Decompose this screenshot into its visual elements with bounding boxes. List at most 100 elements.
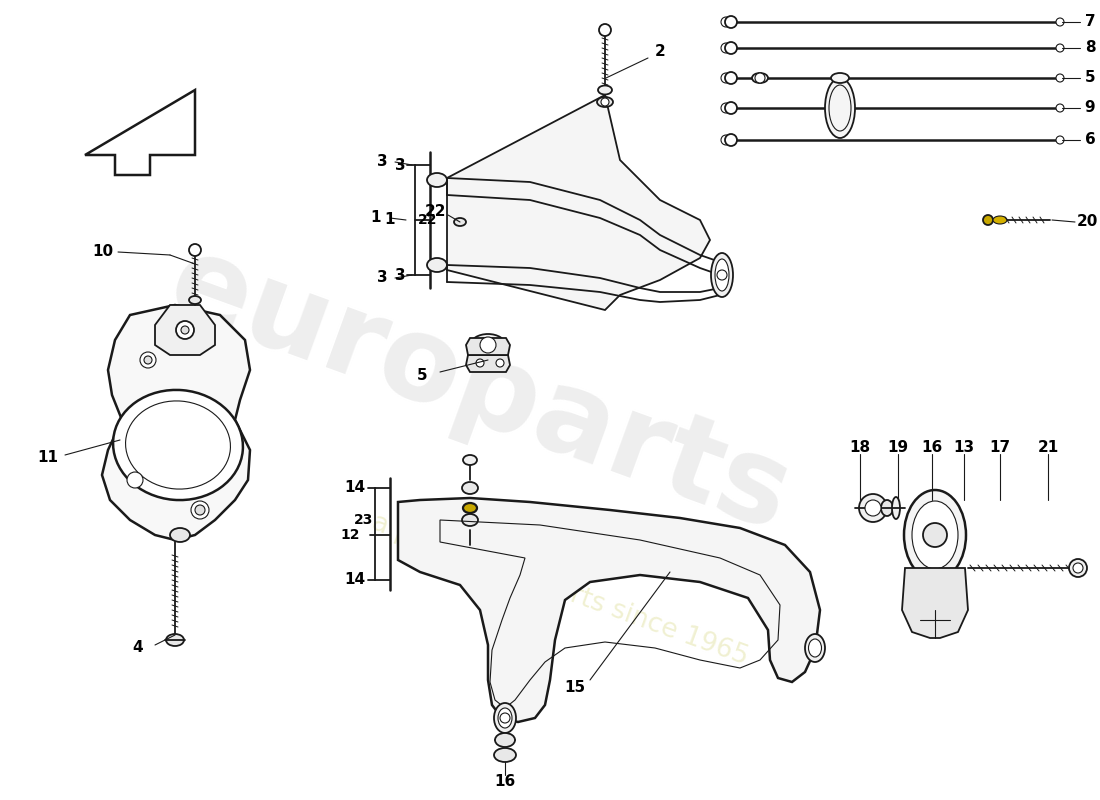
Text: 12: 12 (340, 528, 360, 542)
Circle shape (720, 103, 732, 113)
Text: 3: 3 (395, 158, 405, 173)
Circle shape (717, 270, 727, 280)
Ellipse shape (125, 401, 230, 489)
Circle shape (1069, 559, 1087, 577)
Text: 19: 19 (888, 441, 909, 455)
Circle shape (476, 359, 484, 367)
Ellipse shape (463, 455, 477, 465)
Circle shape (720, 43, 732, 53)
Text: 3: 3 (376, 270, 387, 286)
Ellipse shape (427, 258, 447, 272)
Text: 22: 22 (426, 205, 447, 219)
Text: 14: 14 (344, 481, 365, 495)
Ellipse shape (805, 634, 825, 662)
Ellipse shape (881, 500, 893, 516)
Text: 16: 16 (494, 774, 516, 790)
Text: 18: 18 (849, 441, 870, 455)
Text: 2: 2 (654, 45, 666, 59)
Ellipse shape (475, 338, 500, 353)
Circle shape (1056, 18, 1064, 26)
Ellipse shape (495, 733, 515, 747)
Circle shape (1056, 74, 1064, 82)
Circle shape (1056, 136, 1064, 144)
Text: 14: 14 (344, 573, 365, 587)
Circle shape (140, 352, 156, 368)
Text: europarts: europarts (154, 225, 806, 555)
Text: 8: 8 (1085, 41, 1096, 55)
Text: 21: 21 (1037, 441, 1058, 455)
Circle shape (720, 73, 732, 83)
Ellipse shape (904, 490, 966, 580)
Circle shape (720, 17, 732, 27)
Text: 5: 5 (417, 367, 427, 382)
Polygon shape (155, 305, 214, 355)
Text: 17: 17 (989, 441, 1011, 455)
Circle shape (859, 494, 887, 522)
Text: 3: 3 (376, 154, 387, 170)
Text: 4: 4 (133, 641, 143, 655)
Circle shape (725, 42, 737, 54)
Ellipse shape (711, 253, 733, 297)
Ellipse shape (498, 708, 512, 728)
Circle shape (865, 500, 881, 516)
Circle shape (725, 134, 737, 146)
Circle shape (189, 244, 201, 256)
Polygon shape (102, 305, 250, 540)
Circle shape (126, 472, 143, 488)
Ellipse shape (170, 528, 190, 542)
Text: 20: 20 (1076, 214, 1098, 230)
Polygon shape (466, 338, 510, 355)
Circle shape (496, 359, 504, 367)
Polygon shape (85, 90, 195, 175)
Polygon shape (902, 568, 968, 638)
Ellipse shape (600, 97, 610, 103)
Circle shape (720, 135, 732, 145)
Ellipse shape (463, 503, 477, 513)
Circle shape (1056, 44, 1064, 52)
Ellipse shape (471, 334, 506, 356)
Text: 16: 16 (922, 441, 943, 455)
Ellipse shape (189, 296, 201, 304)
Ellipse shape (830, 73, 849, 83)
Ellipse shape (462, 514, 478, 526)
Ellipse shape (892, 497, 900, 519)
Ellipse shape (113, 390, 243, 500)
Text: 15: 15 (564, 681, 585, 695)
Circle shape (480, 337, 496, 353)
Ellipse shape (825, 78, 855, 138)
Text: 3: 3 (395, 267, 405, 282)
Text: 6: 6 (1085, 133, 1096, 147)
Ellipse shape (912, 501, 958, 569)
Polygon shape (447, 95, 710, 310)
Text: 11: 11 (37, 450, 58, 466)
Ellipse shape (494, 748, 516, 762)
Circle shape (144, 356, 152, 364)
Circle shape (182, 326, 189, 334)
Ellipse shape (427, 173, 447, 187)
Circle shape (191, 501, 209, 519)
Circle shape (1072, 563, 1084, 573)
Ellipse shape (808, 639, 822, 657)
Text: 10: 10 (92, 245, 113, 259)
Circle shape (923, 523, 947, 547)
Ellipse shape (598, 86, 612, 94)
Ellipse shape (454, 218, 466, 226)
Text: 5: 5 (1085, 70, 1096, 86)
Circle shape (600, 24, 610, 36)
Ellipse shape (166, 634, 184, 646)
Circle shape (195, 505, 205, 515)
Ellipse shape (715, 259, 729, 291)
Text: 23: 23 (354, 513, 374, 527)
Text: 7: 7 (1085, 14, 1096, 30)
Circle shape (725, 16, 737, 28)
Circle shape (725, 102, 737, 114)
Ellipse shape (993, 216, 1007, 224)
Circle shape (176, 321, 194, 339)
Circle shape (1056, 104, 1064, 112)
Circle shape (725, 72, 737, 84)
Circle shape (983, 215, 993, 225)
Text: 22: 22 (418, 213, 438, 227)
Polygon shape (398, 498, 820, 722)
Ellipse shape (462, 482, 478, 494)
Text: 1: 1 (385, 213, 395, 227)
